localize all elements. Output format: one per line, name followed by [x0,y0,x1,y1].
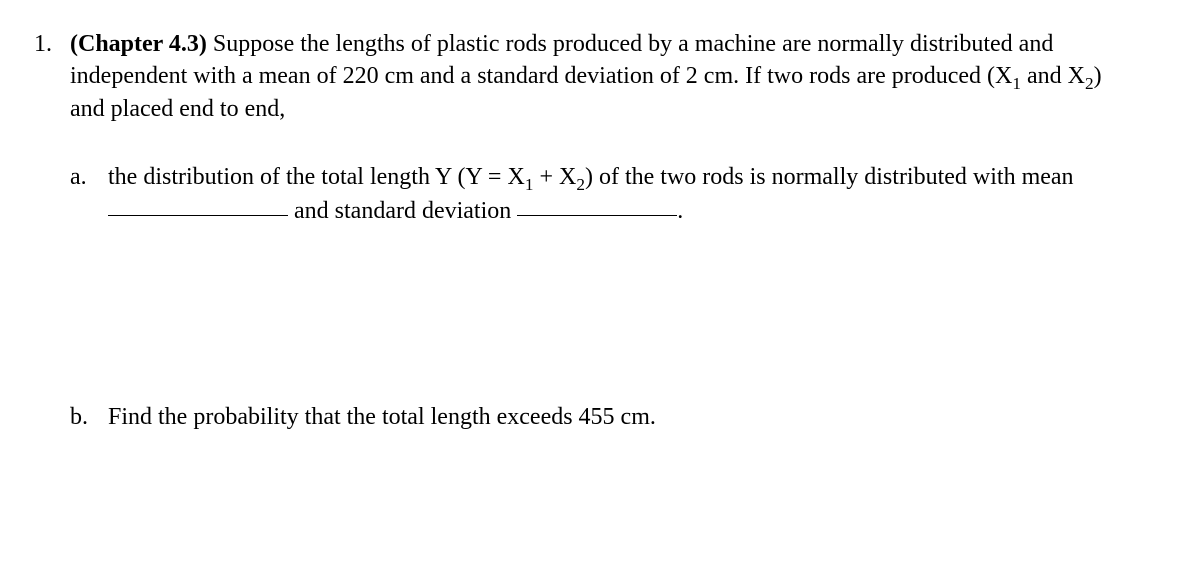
part-a-text-5: . [677,198,683,224]
blank-stddev [517,192,677,216]
subpart-a-letter: a. [70,161,108,193]
part-a-text-4: and standard deviation [288,198,517,224]
part-b-text: Find the probability that the total leng… [108,404,656,430]
subpart-b-body: Find the probability that the total leng… [108,401,1140,433]
intro-text-1: Suppose the lengths of plastic rods prod… [70,31,1053,89]
subpart-a: a. the distribution of the total length … [70,161,1140,227]
problem-1: 1. (Chapter 4.3) Suppose the lengths of … [30,28,1140,433]
part-a-text-3: ) of the two rods is normally distribute… [585,164,1074,190]
blank-mean [108,192,288,216]
subpart-b: b. Find the probability that the total l… [70,401,1140,433]
subpart-b-letter: b. [70,401,108,433]
part-a-text-2: + X [533,164,576,190]
intro-text-2: and X [1021,63,1085,89]
intro-sub-1: 1 [1012,74,1021,93]
problem-number: 1. [30,28,70,60]
problem-body: (Chapter 4.3) Suppose the lengths of pla… [70,28,1140,433]
problem-intro: (Chapter 4.3) Suppose the lengths of pla… [70,28,1140,125]
intro-sub-2: 2 [1085,74,1094,93]
part-a-text-1: the distribution of the total length Y (… [108,164,525,190]
subpart-a-body: the distribution of the total length Y (… [108,161,1140,227]
chapter-reference: (Chapter 4.3) [70,31,207,57]
